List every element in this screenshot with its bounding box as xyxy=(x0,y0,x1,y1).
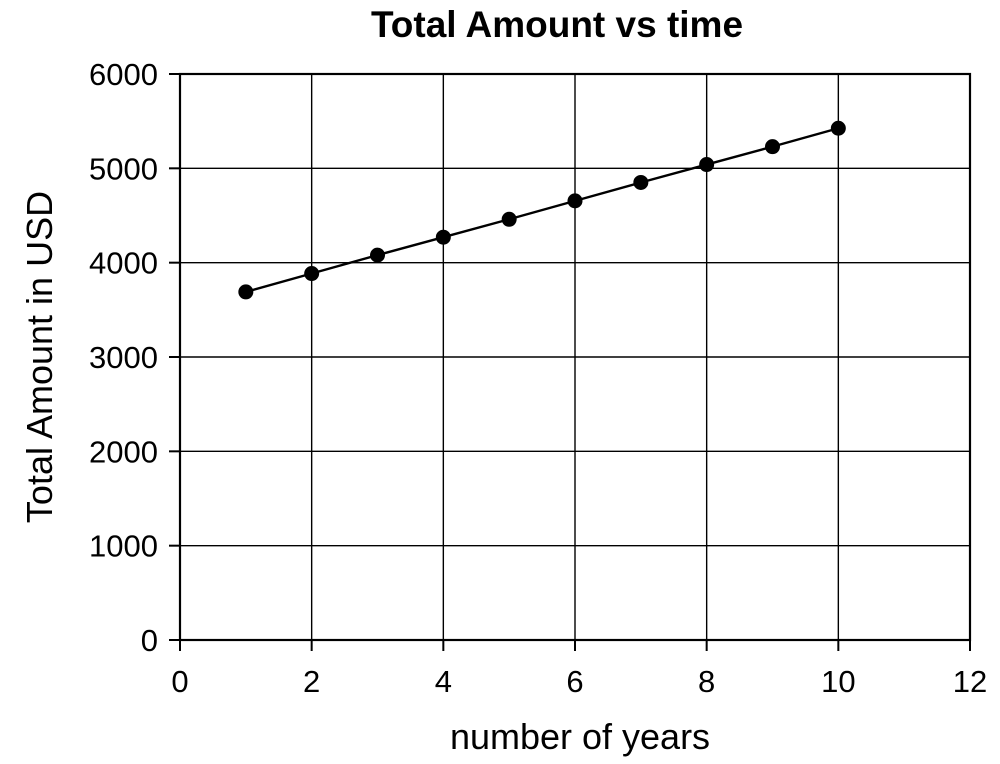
data-point xyxy=(370,247,385,263)
y-tick-label: 6000 xyxy=(89,57,158,92)
data-point xyxy=(633,174,649,190)
data-point xyxy=(238,284,254,300)
y-tick-label: 0 xyxy=(141,623,158,658)
data-point xyxy=(830,120,846,136)
series-line xyxy=(245,127,839,294)
x-tick-label: 6 xyxy=(566,664,583,699)
y-tick-label: 1000 xyxy=(89,529,158,564)
x-tick-label: 2 xyxy=(303,664,320,699)
x-tick-label: 4 xyxy=(435,664,452,699)
y-tick-label: 5000 xyxy=(89,151,158,186)
data-point xyxy=(304,266,320,282)
x-tick-label: 8 xyxy=(698,664,715,699)
gridlines xyxy=(180,74,970,640)
x-tick-label: 0 xyxy=(171,664,188,699)
data-point xyxy=(765,139,780,155)
data-series xyxy=(238,120,846,300)
tick-labels: 0 2 4 6 8 10 12 0 1000 2000 3000 4000 5000 6000 xyxy=(89,57,987,699)
data-point xyxy=(567,193,583,209)
x-axis-label: number of years xyxy=(450,716,710,757)
y-tick-label: 4000 xyxy=(89,246,158,281)
y-axis-label: Total Amount in USD xyxy=(19,191,60,523)
data-point xyxy=(501,211,517,227)
data-point xyxy=(699,157,715,173)
x-tick-label: 10 xyxy=(821,664,855,699)
y-tick-label: 2000 xyxy=(89,434,158,469)
data-point xyxy=(435,229,451,245)
chart-title: Total Amount vs time xyxy=(371,4,743,45)
y-tick-label: 3000 xyxy=(89,340,158,375)
axis-ticks xyxy=(169,73,971,651)
x-tick-label: 12 xyxy=(953,664,987,699)
